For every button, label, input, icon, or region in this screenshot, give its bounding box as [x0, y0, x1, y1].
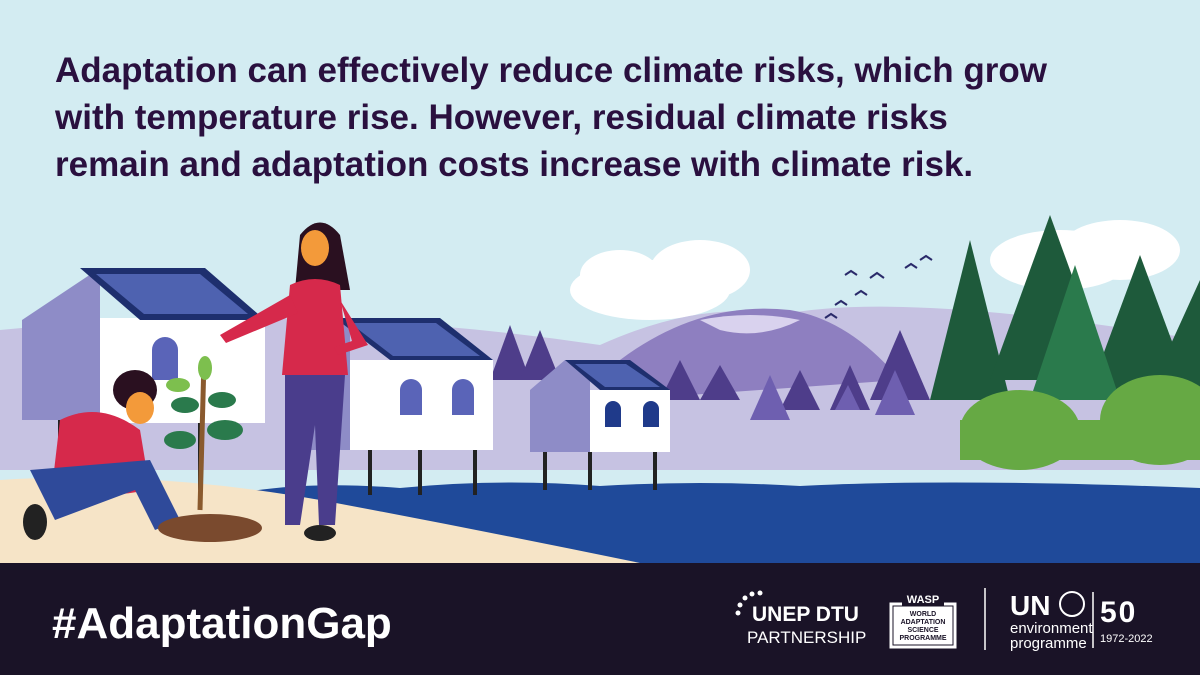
un-logo: UN environment programme 50 1972-2022 — [1010, 590, 1153, 652]
clouds — [570, 220, 1180, 320]
logo-name: UNEP DTU — [752, 603, 859, 626]
logo-line: programme — [1010, 635, 1087, 652]
small-trees — [750, 370, 915, 420]
logo-name: WASP — [907, 594, 939, 606]
unep-dtu-logo: UNEP DTU PARTNERSHIP — [735, 590, 866, 647]
headline-line: with temperature rise. However, residual… — [54, 98, 948, 137]
logo-dots — [735, 590, 763, 616]
hashtag: #AdaptationGap — [52, 599, 392, 648]
logo-name: UN — [1010, 590, 1050, 621]
standing-person — [220, 222, 368, 541]
house — [530, 360, 670, 490]
birds — [824, 254, 933, 319]
footer-bar — [0, 563, 1200, 675]
logo-sub: PARTNERSHIP — [747, 628, 866, 647]
sapling — [164, 356, 243, 511]
logo-line: SCIENCE — [907, 627, 938, 634]
years: 1972-2022 — [1100, 633, 1153, 645]
house — [22, 268, 265, 490]
mountain — [620, 308, 900, 400]
logo-line: ADAPTATION — [901, 619, 946, 626]
headline-line: remain and adaptation costs increase wit… — [55, 145, 973, 184]
logo-line: environment — [1010, 620, 1093, 637]
far-trees — [490, 325, 930, 410]
anniversary: 50 — [1100, 596, 1137, 629]
forest-light — [1030, 265, 1120, 400]
bushes — [960, 375, 1200, 470]
mountain-snow — [700, 315, 800, 334]
logo-line: PROGRAMME — [899, 635, 946, 642]
headline-line: Adaptation can effectively reduce climat… — [55, 51, 1048, 90]
wasp-logo: WASP WORLD ADAPTATION SCIENCE PROGRAMME — [889, 592, 957, 649]
un-emblem — [1059, 591, 1085, 617]
kneeling-person — [23, 370, 262, 542]
logo-line: WORLD — [910, 611, 936, 618]
